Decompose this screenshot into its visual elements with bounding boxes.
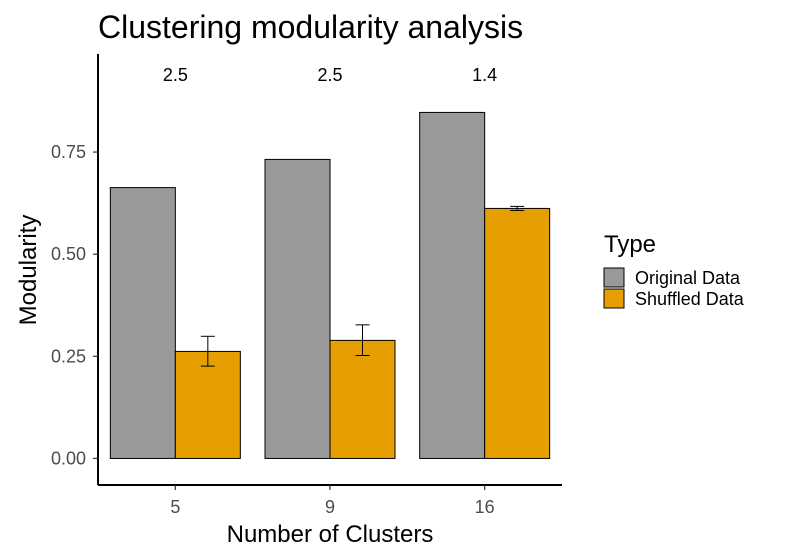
bar-1 — [484, 207, 551, 459]
x-tick-label: 16 — [475, 497, 495, 517]
x-tick-label: 9 — [325, 497, 335, 517]
group-annotation: 2.5 — [317, 65, 342, 85]
y-tick-label: 0.25 — [51, 346, 86, 366]
group-annotation: 2.5 — [163, 65, 188, 85]
y-tick-label: 0.75 — [51, 142, 86, 162]
plot-area — [109, 111, 551, 459]
bar-0 — [264, 158, 331, 459]
y-axis-title: Modularity — [15, 215, 42, 326]
x-axis-title: Number of Clusters — [227, 521, 434, 548]
legend-label: Original Data — [635, 268, 741, 288]
x-tick-label: 5 — [170, 497, 180, 517]
legend-label: Shuffled Data — [635, 289, 745, 309]
bar-0 — [109, 187, 176, 459]
chart-title: Clustering modularity analysis — [98, 9, 523, 45]
legend-swatch — [603, 267, 625, 288]
bar-0 — [419, 111, 486, 459]
legend-title: Type — [604, 231, 656, 258]
y-tick-label: 0.00 — [51, 448, 86, 468]
group-annotation: 1.4 — [472, 65, 497, 85]
bar-1 — [329, 339, 396, 459]
bar-1 — [174, 350, 241, 459]
legend-swatch — [603, 288, 625, 309]
y-tick-label: 0.50 — [51, 244, 86, 264]
